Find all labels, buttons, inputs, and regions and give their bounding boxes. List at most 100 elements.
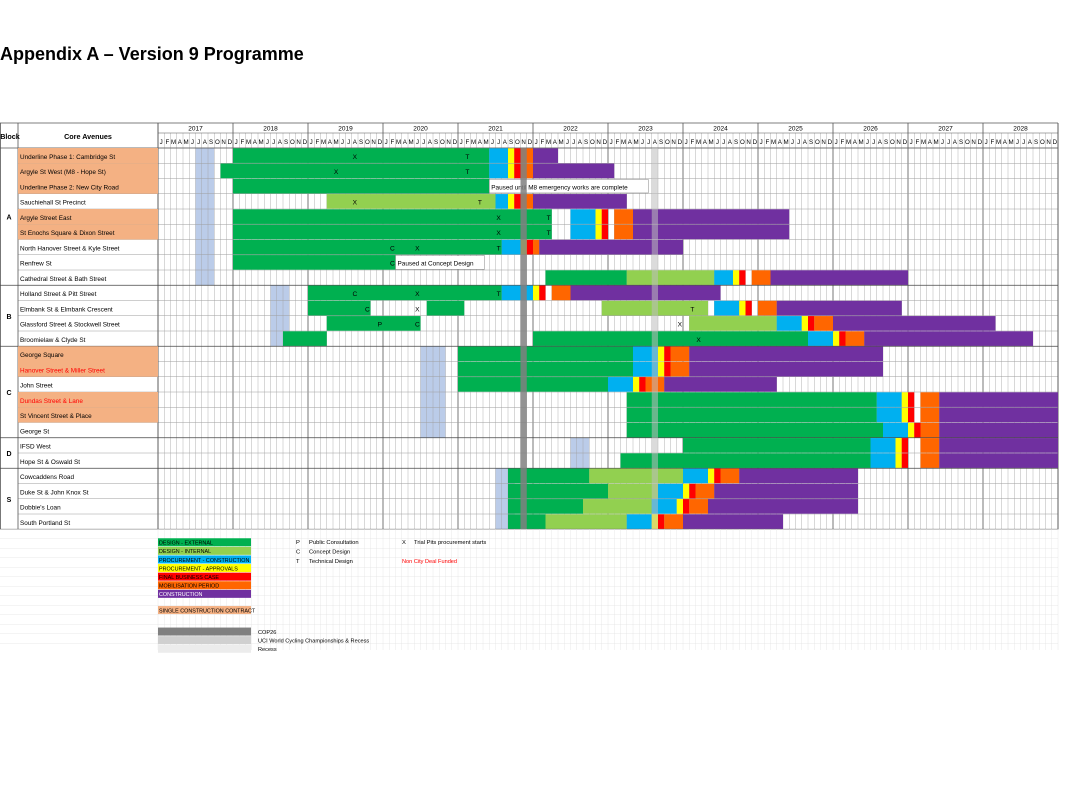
bar-procurement_approvals bbox=[895, 453, 902, 468]
bar-procurement_construction bbox=[495, 194, 508, 209]
bar-design_external bbox=[233, 224, 552, 240]
bar-design_external bbox=[233, 178, 490, 194]
legend-label: PROCUREMENT - CONSTRUCTION bbox=[159, 558, 249, 564]
bar-procurement_approvals bbox=[895, 438, 902, 453]
bar-mobilisation bbox=[920, 438, 940, 453]
bar-final_business_case bbox=[739, 270, 746, 285]
month-label: S bbox=[359, 139, 363, 146]
milestone-mark: X bbox=[496, 230, 501, 237]
row-name: St Enochs Square & Dixon Street bbox=[20, 230, 115, 237]
month-label: J bbox=[791, 139, 794, 146]
bar-final_business_case bbox=[664, 361, 671, 377]
month-label: F bbox=[915, 139, 919, 146]
row-name: Argyle St West (M8 - Hope St) bbox=[20, 169, 106, 176]
year-label: 2027 bbox=[938, 126, 953, 133]
page-title: Appendix A – Version 9 Programme bbox=[0, 44, 304, 64]
month-label: S bbox=[959, 139, 963, 146]
bar-mobilisation bbox=[614, 209, 633, 224]
bar-mobilisation bbox=[751, 270, 771, 285]
month-label: D bbox=[228, 139, 233, 146]
row-highlight bbox=[18, 224, 158, 240]
bar-procurement_approvals bbox=[633, 377, 640, 392]
row-name: Broomielaw & Clyde St bbox=[20, 337, 86, 344]
year-label: 2017 bbox=[188, 126, 203, 133]
year-label: 2024 bbox=[713, 126, 728, 133]
bar-final_business_case bbox=[908, 392, 915, 407]
month-label: J bbox=[760, 139, 763, 146]
month-label: A bbox=[578, 139, 583, 146]
legend-label: FINAL BUSINESS CASE bbox=[159, 575, 219, 581]
milestone-mark: X bbox=[678, 322, 683, 329]
bar-design_external bbox=[458, 346, 633, 362]
month-label: J bbox=[685, 139, 688, 146]
month-label: O bbox=[965, 139, 970, 146]
bar-mobilisation bbox=[551, 285, 571, 301]
legend-swatch-cop26 bbox=[158, 627, 251, 636]
month-label: O bbox=[740, 139, 745, 146]
month-label: A bbox=[878, 139, 883, 146]
milestone-mark: T bbox=[465, 169, 469, 176]
month-label: J bbox=[716, 139, 719, 146]
month-label: S bbox=[1034, 139, 1038, 146]
month-label: A bbox=[853, 139, 858, 146]
legend-swatch-final_business_case bbox=[158, 572, 251, 581]
bar-construction bbox=[533, 194, 627, 209]
month-label: M bbox=[409, 139, 414, 146]
bar-mobilisation bbox=[720, 468, 740, 484]
month-label: O bbox=[665, 139, 670, 146]
month-label: A bbox=[503, 139, 508, 146]
month-label: M bbox=[634, 139, 639, 146]
bar-final_business_case bbox=[539, 285, 546, 301]
year-label: 2028 bbox=[1013, 126, 1028, 133]
legend-label: MOBILISATION PERIOD bbox=[159, 584, 219, 590]
bar-construction bbox=[708, 499, 858, 514]
month-label: N bbox=[1046, 139, 1050, 146]
recess-band bbox=[195, 148, 215, 286]
month-label: J bbox=[491, 139, 494, 146]
bar-final_business_case bbox=[901, 438, 908, 453]
year-label: 2019 bbox=[338, 126, 353, 133]
month-label: S bbox=[884, 139, 888, 146]
month-label: M bbox=[184, 139, 189, 146]
month-label: S bbox=[734, 139, 738, 146]
bar-design_internal bbox=[626, 270, 715, 285]
bar-procurement_approvals bbox=[658, 361, 665, 377]
row-note-box bbox=[489, 179, 649, 194]
month-label: D bbox=[753, 139, 758, 146]
row-highlight bbox=[18, 407, 158, 423]
month-label: M bbox=[259, 139, 264, 146]
year-label: 2020 bbox=[413, 126, 428, 133]
row-name: Hanover Street & Miller Street bbox=[20, 367, 105, 374]
row-name: North Hanover Street & Kyle Street bbox=[20, 245, 120, 252]
milestone-mark: T bbox=[547, 215, 551, 222]
row-name: Underline Phase 1: Cambridge St bbox=[20, 154, 115, 161]
legend-swatch-construction bbox=[158, 589, 251, 598]
month-label: A bbox=[553, 139, 558, 146]
row-highlight bbox=[18, 392, 158, 408]
bar-final_business_case bbox=[839, 331, 846, 346]
month-label: J bbox=[191, 139, 194, 146]
bar-construction bbox=[939, 422, 1058, 438]
bar-procurement_approvals bbox=[658, 346, 665, 362]
legend-symbol-label: Public Consultation bbox=[309, 540, 359, 546]
month-label: A bbox=[953, 139, 958, 146]
month-label: J bbox=[197, 139, 200, 146]
row-note: Paused at Concept Design bbox=[398, 261, 474, 268]
bar-mobilisation bbox=[614, 224, 633, 240]
bar-mobilisation bbox=[814, 316, 833, 331]
bar-construction bbox=[570, 285, 721, 301]
month-label: M bbox=[621, 139, 626, 146]
month-label: J bbox=[416, 139, 419, 146]
month-label: M bbox=[771, 139, 776, 146]
bar-procurement_construction bbox=[870, 453, 896, 468]
bar-mobilisation bbox=[689, 499, 708, 514]
row-name: Renfrew St bbox=[20, 261, 52, 268]
row-note: Paused until M8 emergency works are comp… bbox=[491, 184, 628, 191]
bar-construction bbox=[533, 163, 615, 179]
bar-mobilisation bbox=[920, 407, 940, 423]
bar-design_external bbox=[508, 483, 608, 499]
month-label: M bbox=[1009, 139, 1014, 146]
bar-procurement_approvals bbox=[683, 483, 690, 499]
month-label: A bbox=[628, 139, 633, 146]
